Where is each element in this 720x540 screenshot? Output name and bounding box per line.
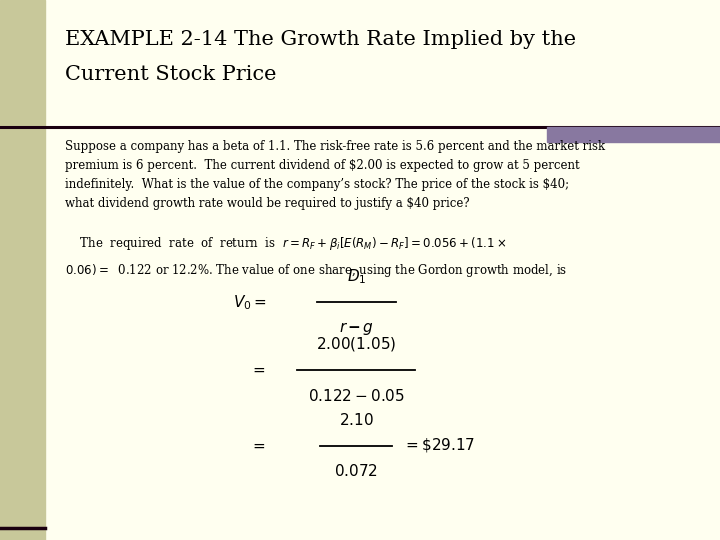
Bar (547, 127, 720, 142)
Text: $=$: $=$ (251, 438, 266, 453)
Text: Suppose a company has a beta of 1.1. The risk-free rate is 5.6 percent and the m: Suppose a company has a beta of 1.1. The… (65, 140, 605, 211)
Text: $V_0 =$: $V_0 =$ (233, 293, 266, 312)
Text: The  required  rate  of  return  is  $r = R_F + \beta_i[E(R_M) - R_F] = 0.056 + : The required rate of return is $r = R_F … (65, 235, 506, 252)
Text: Current Stock Price: Current Stock Price (65, 65, 276, 84)
Text: $r\,\mathbf{-}\,g$: $r\,\mathbf{-}\,g$ (339, 320, 374, 337)
Text: $= \$29.17$: $= \$29.17$ (403, 436, 475, 455)
Text: EXAMPLE 2-14 The Growth Rate Implied by the: EXAMPLE 2-14 The Growth Rate Implied by … (65, 30, 576, 49)
Text: $2.00(1.05)$: $2.00(1.05)$ (316, 335, 397, 353)
Text: $0.072$: $0.072$ (334, 463, 379, 480)
Text: $0.122 - 0.05$: $0.122 - 0.05$ (308, 388, 405, 404)
Text: $2.10$: $2.10$ (339, 411, 374, 428)
Text: $=$: $=$ (251, 363, 266, 377)
Text: $D_1$: $D_1$ (346, 267, 366, 286)
Text: $0.06) = $  0.122 or 12.2%. The value of one share, using the Gordon growth mode: $0.06) = $ 0.122 or 12.2%. The value of … (65, 262, 567, 279)
Bar (0, 0, 45, 540)
